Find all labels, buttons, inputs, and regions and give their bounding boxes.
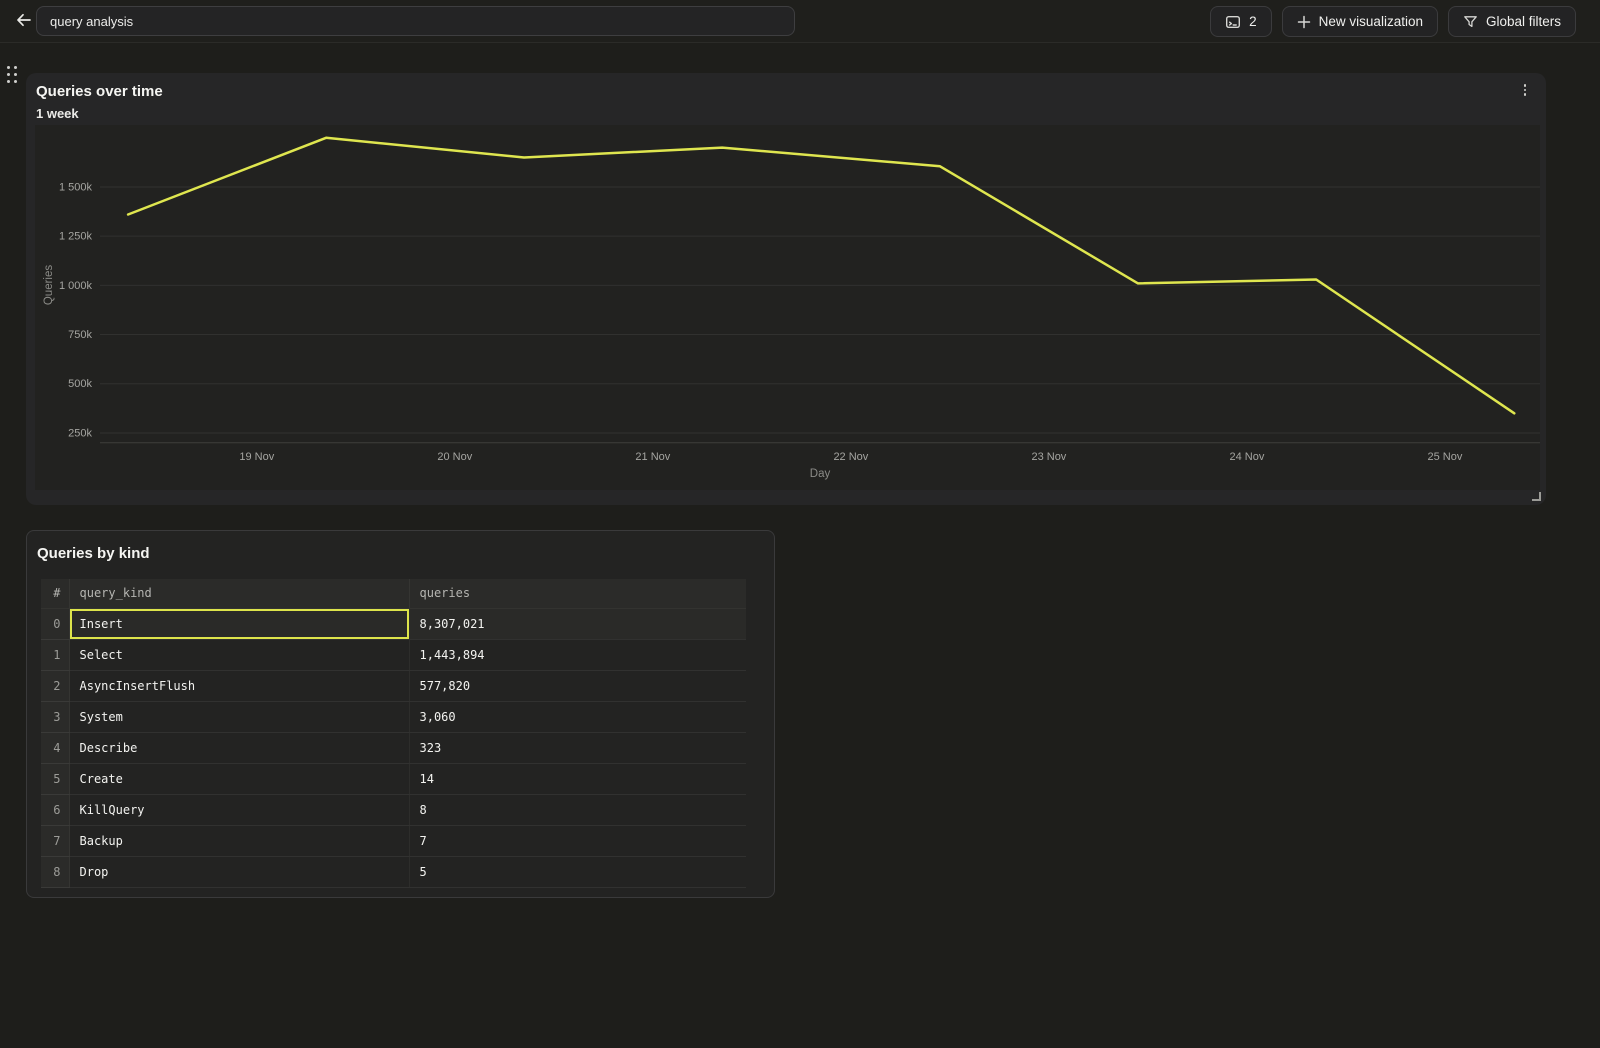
table-row: 2 AsyncInsertFlush 577,820 <box>41 670 746 702</box>
y-tick-label: 750k <box>68 329 92 341</box>
x-tick-label: 19 Nov <box>239 451 274 463</box>
row-index-cell[interactable]: 6 <box>41 794 70 826</box>
x-tick-label: 22 Nov <box>833 451 868 463</box>
new-visualization-button[interactable]: New visualization <box>1281 6 1438 37</box>
row-index-cell[interactable]: 3 <box>41 701 70 733</box>
table-row: 0 Insert 8,307,021 <box>41 608 746 640</box>
table-row: 3 System 3,060 <box>41 701 746 733</box>
y-tick-label: 1 000k <box>59 280 93 292</box>
row-index-cell[interactable]: 0 <box>41 608 70 640</box>
query-kind-cell[interactable]: AsyncInsertFlush <box>69 670 410 702</box>
queries-cell[interactable]: 14 <box>409 763 746 795</box>
table-row: 5 Create 14 <box>41 763 746 795</box>
chart-card-title: Queries over time <box>36 83 163 100</box>
table-row: 1 Select 1,443,894 <box>41 639 746 671</box>
row-index-cell[interactable]: 1 <box>41 639 70 671</box>
terminal-icon <box>1225 14 1241 30</box>
queries-cell[interactable]: 8,307,021 <box>409 608 746 640</box>
queries-table: # query_kind queries 0 Insert 8,307,021 1 Sele… <box>41 579 746 888</box>
x-axis-title: Day <box>810 468 831 480</box>
query-kind-cell[interactable]: Drop <box>69 856 410 888</box>
table-row: 8 Drop 5 <box>41 856 746 888</box>
plus-icon <box>1297 15 1311 29</box>
x-tick-label: 20 Nov <box>437 451 472 463</box>
query-kind-cell[interactable]: System <box>69 701 410 733</box>
queries-cell[interactable]: 323 <box>409 732 746 764</box>
column-header-query_kind[interactable]: query_kind <box>69 579 410 609</box>
queries-chart-plot: 250k 500k 750k 1 000k 1 250k 1 500k 19 Nov 20 N… <box>35 125 1540 490</box>
y-axis-title: Queries <box>43 265 55 306</box>
kebab-menu-icon[interactable] <box>1516 80 1534 100</box>
table-body: 0 Insert 8,307,021 1 Select 1,443,894 2 AsyncIn… <box>41 608 746 888</box>
query-kind-cell[interactable]: Backup <box>69 825 410 857</box>
global-filters-label: Global filters <box>1485 14 1561 29</box>
table-row: 6 KillQuery 8 <box>41 794 746 826</box>
column-header-index[interactable]: # <box>41 579 70 609</box>
table-header: # query_kind queries <box>41 579 746 609</box>
query-tabs-button[interactable]: 2 <box>1210 6 1272 37</box>
top-bar: 2 New visualization Global filters <box>0 0 1600 43</box>
x-tick-label: 21 Nov <box>635 451 670 463</box>
query-kind-cell[interactable]: Create <box>69 763 410 795</box>
queries-cell[interactable]: 7 <box>409 825 746 857</box>
query-kind-cell[interactable]: Select <box>69 639 410 671</box>
queries-by-kind-card: Queries by kind # query_kind queries 0 Inse… <box>26 530 775 898</box>
x-tick-label: 24 Nov <box>1229 451 1264 463</box>
card-drag-handle[interactable] <box>7 66 18 84</box>
queries-cell[interactable]: 577,820 <box>409 670 746 702</box>
y-tick-label: 500k <box>68 378 92 390</box>
queries-cell[interactable]: 3,060 <box>409 701 746 733</box>
global-filters-button[interactable]: Global filters <box>1447 6 1576 37</box>
resize-corner-icon[interactable] <box>1532 492 1541 501</box>
query-kind-cell[interactable]: Describe <box>69 732 410 764</box>
queries-chart: 250k 500k 750k 1 000k 1 250k 1 500k 19 Nov 20 N… <box>43 136 1540 480</box>
query-kind-cell[interactable]: Insert <box>69 608 410 640</box>
chart-card-subtitle: 1 week <box>36 106 79 121</box>
topbar-actions: 2 New visualization Global filters <box>1210 6 1576 37</box>
queries-cell[interactable]: 8 <box>409 794 746 826</box>
y-tick-label: 1 250k <box>59 231 93 243</box>
table-card-title: Queries by kind <box>37 545 150 562</box>
queries-over-time-card: Queries over time 1 week 250k 500k 750k 1 0… <box>26 73 1546 505</box>
x-tick-label: 23 Nov <box>1031 451 1066 463</box>
table-wrap: # query_kind queries 0 Insert 8,307,021 1 Sele… <box>41 579 746 888</box>
arrow-left-icon <box>15 11 33 34</box>
funnel-icon <box>1463 14 1478 29</box>
query-tabs-count: 2 <box>1249 14 1257 29</box>
new-visualization-label: New visualization <box>1318 14 1423 29</box>
row-index-cell[interactable]: 2 <box>41 670 70 702</box>
queries-line-series <box>126 136 1516 415</box>
y-tick-label: 1 500k <box>59 181 93 193</box>
x-tick-label: 25 Nov <box>1428 451 1463 463</box>
dashboard-title-input[interactable] <box>36 6 795 36</box>
row-index-cell[interactable]: 7 <box>41 825 70 857</box>
row-index-cell[interactable]: 8 <box>41 856 70 888</box>
table-row: 4 Describe 323 <box>41 732 746 764</box>
table-row: 7 Backup 7 <box>41 825 746 857</box>
back-button[interactable] <box>10 8 38 36</box>
column-header-queries[interactable]: queries <box>409 579 746 609</box>
queries-cell[interactable]: 1,443,894 <box>409 639 746 671</box>
y-tick-label: 250k <box>68 427 92 439</box>
queries-cell[interactable]: 5 <box>409 856 746 888</box>
query-kind-cell[interactable]: KillQuery <box>69 794 410 826</box>
row-index-cell[interactable]: 5 <box>41 763 70 795</box>
row-index-cell[interactable]: 4 <box>41 732 70 764</box>
